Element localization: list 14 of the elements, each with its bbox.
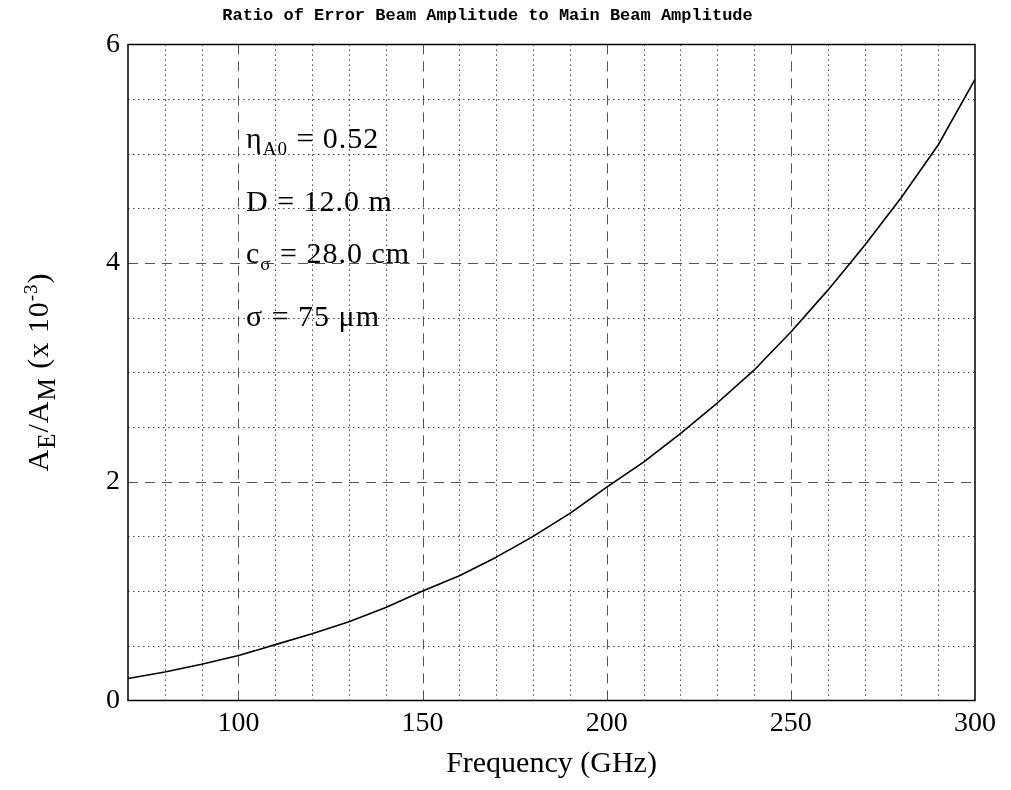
y-tick-label: 0 bbox=[106, 682, 120, 714]
chart-title: Ratio of Error Beam Amplitude to Main Beam Amplitude bbox=[222, 6, 753, 26]
y-tick-label: 6 bbox=[106, 26, 120, 58]
x-tick-label: 250 bbox=[769, 705, 812, 737]
x-tick-label: 200 bbox=[585, 705, 628, 737]
y-tick-label: 4 bbox=[106, 245, 120, 277]
x-tick-label: 100 bbox=[217, 705, 260, 737]
annotation: D = 12.0 m bbox=[246, 183, 394, 219]
x-axis-title: Frequency (GHz) bbox=[446, 744, 657, 779]
y-tick-label: 2 bbox=[106, 464, 120, 496]
annotation: η$_{A0}$ = 0.52 bbox=[246, 120, 381, 161]
annotation: σ = 75 μm bbox=[246, 298, 381, 334]
x-tick-label: 150 bbox=[401, 705, 444, 737]
x-tick-label: 300 bbox=[954, 705, 996, 737]
